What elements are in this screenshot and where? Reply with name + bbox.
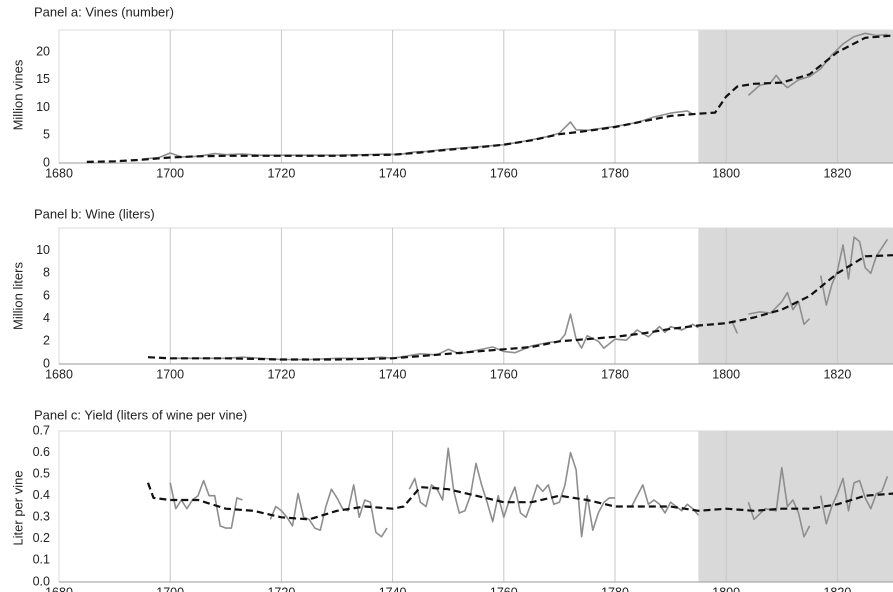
series-line-trend [147, 254, 893, 361]
y-tick-label: 0 [43, 155, 50, 169]
x-tick-label: 1720 [267, 585, 295, 592]
panel-title: Panel c: Yield (liters of wine per vine) [34, 407, 247, 422]
shaded-region [698, 30, 893, 163]
x-tick-label: 1740 [379, 367, 407, 381]
y-tick-label: 0.7 [33, 423, 50, 437]
x-tick-label: 1820 [823, 585, 851, 592]
x-tick-label: 1680 [45, 585, 73, 592]
x-tick-label: 1680 [45, 367, 73, 381]
series-line-trend [86, 34, 893, 163]
series-line-observed [747, 466, 811, 538]
x-tick-label: 1740 [379, 166, 407, 180]
series-line-observed [408, 447, 615, 538]
panel-3: Panel c: Yield (liters of wine per vine)… [10, 407, 893, 592]
series-line-trend [146, 482, 893, 521]
x-tick-label: 1780 [601, 585, 629, 592]
y-tick-label: 8 [43, 266, 50, 280]
x-tick-label: 1800 [712, 367, 740, 381]
series-line-observed [170, 313, 699, 361]
y-tick-label: 5 [43, 128, 50, 142]
panel-1: Panel a: Vines (number) Million vines 1680… [10, 4, 893, 180]
x-tick-label: 1780 [601, 166, 629, 180]
y-tick-label: 0.4 [33, 488, 50, 502]
y-axis-label: Liter per vine [10, 470, 25, 545]
series-line-observed [269, 484, 388, 538]
y-axis-label: Million liters [10, 262, 25, 330]
y-tick-label: 20 [36, 44, 50, 58]
x-tick-label: 1800 [712, 166, 740, 180]
y-axis-label: Million vines [10, 59, 25, 130]
y-tick-label: 0.6 [33, 445, 50, 459]
x-tick-label: 1720 [267, 166, 295, 180]
series-line-observed [747, 32, 888, 96]
series-line-observed [819, 236, 889, 306]
x-tick-label: 1800 [712, 585, 740, 592]
y-tick-label: 0.5 [33, 466, 50, 480]
panel-title: Panel a: Vines (number) [34, 4, 174, 19]
y-tick-label: 10 [36, 100, 50, 114]
y-tick-label: 10 [36, 243, 50, 257]
y-tick-label: 15 [36, 72, 50, 86]
y-tick-label: 0.3 [33, 510, 50, 524]
panel-title: Panel b: Wine (liters) [34, 206, 155, 221]
series-line-observed [630, 484, 700, 516]
y-tick-label: 6 [43, 288, 50, 302]
series-line-observed [169, 479, 243, 529]
x-tick-label: 1820 [823, 367, 851, 381]
y-tick-label: 0.1 [33, 553, 50, 567]
x-tick-label: 1680 [45, 166, 73, 180]
x-tick-label: 1760 [490, 585, 518, 592]
x-tick-label: 1700 [156, 166, 184, 180]
x-tick-label: 1820 [823, 166, 851, 180]
y-tick-label: 0.0 [33, 574, 50, 588]
x-tick-label: 1740 [379, 585, 407, 592]
x-tick-label: 1780 [601, 367, 629, 381]
series-line-observed [142, 110, 694, 160]
panel-2: Panel b: Wine (liters) Million liters 1680… [10, 206, 893, 381]
x-tick-label: 1760 [490, 166, 518, 180]
y-tick-label: 2 [43, 334, 50, 348]
x-tick-label: 1700 [156, 367, 184, 381]
y-tick-label: 0 [43, 356, 50, 370]
series-line-observed [819, 476, 889, 525]
series-line-observed [748, 291, 811, 326]
y-tick-label: 0.2 [33, 531, 50, 545]
shaded-region [698, 228, 893, 364]
x-tick-label: 1700 [156, 585, 184, 592]
x-tick-label: 1760 [490, 367, 518, 381]
y-tick-label: 4 [43, 311, 50, 325]
x-tick-label: 1720 [267, 367, 295, 381]
